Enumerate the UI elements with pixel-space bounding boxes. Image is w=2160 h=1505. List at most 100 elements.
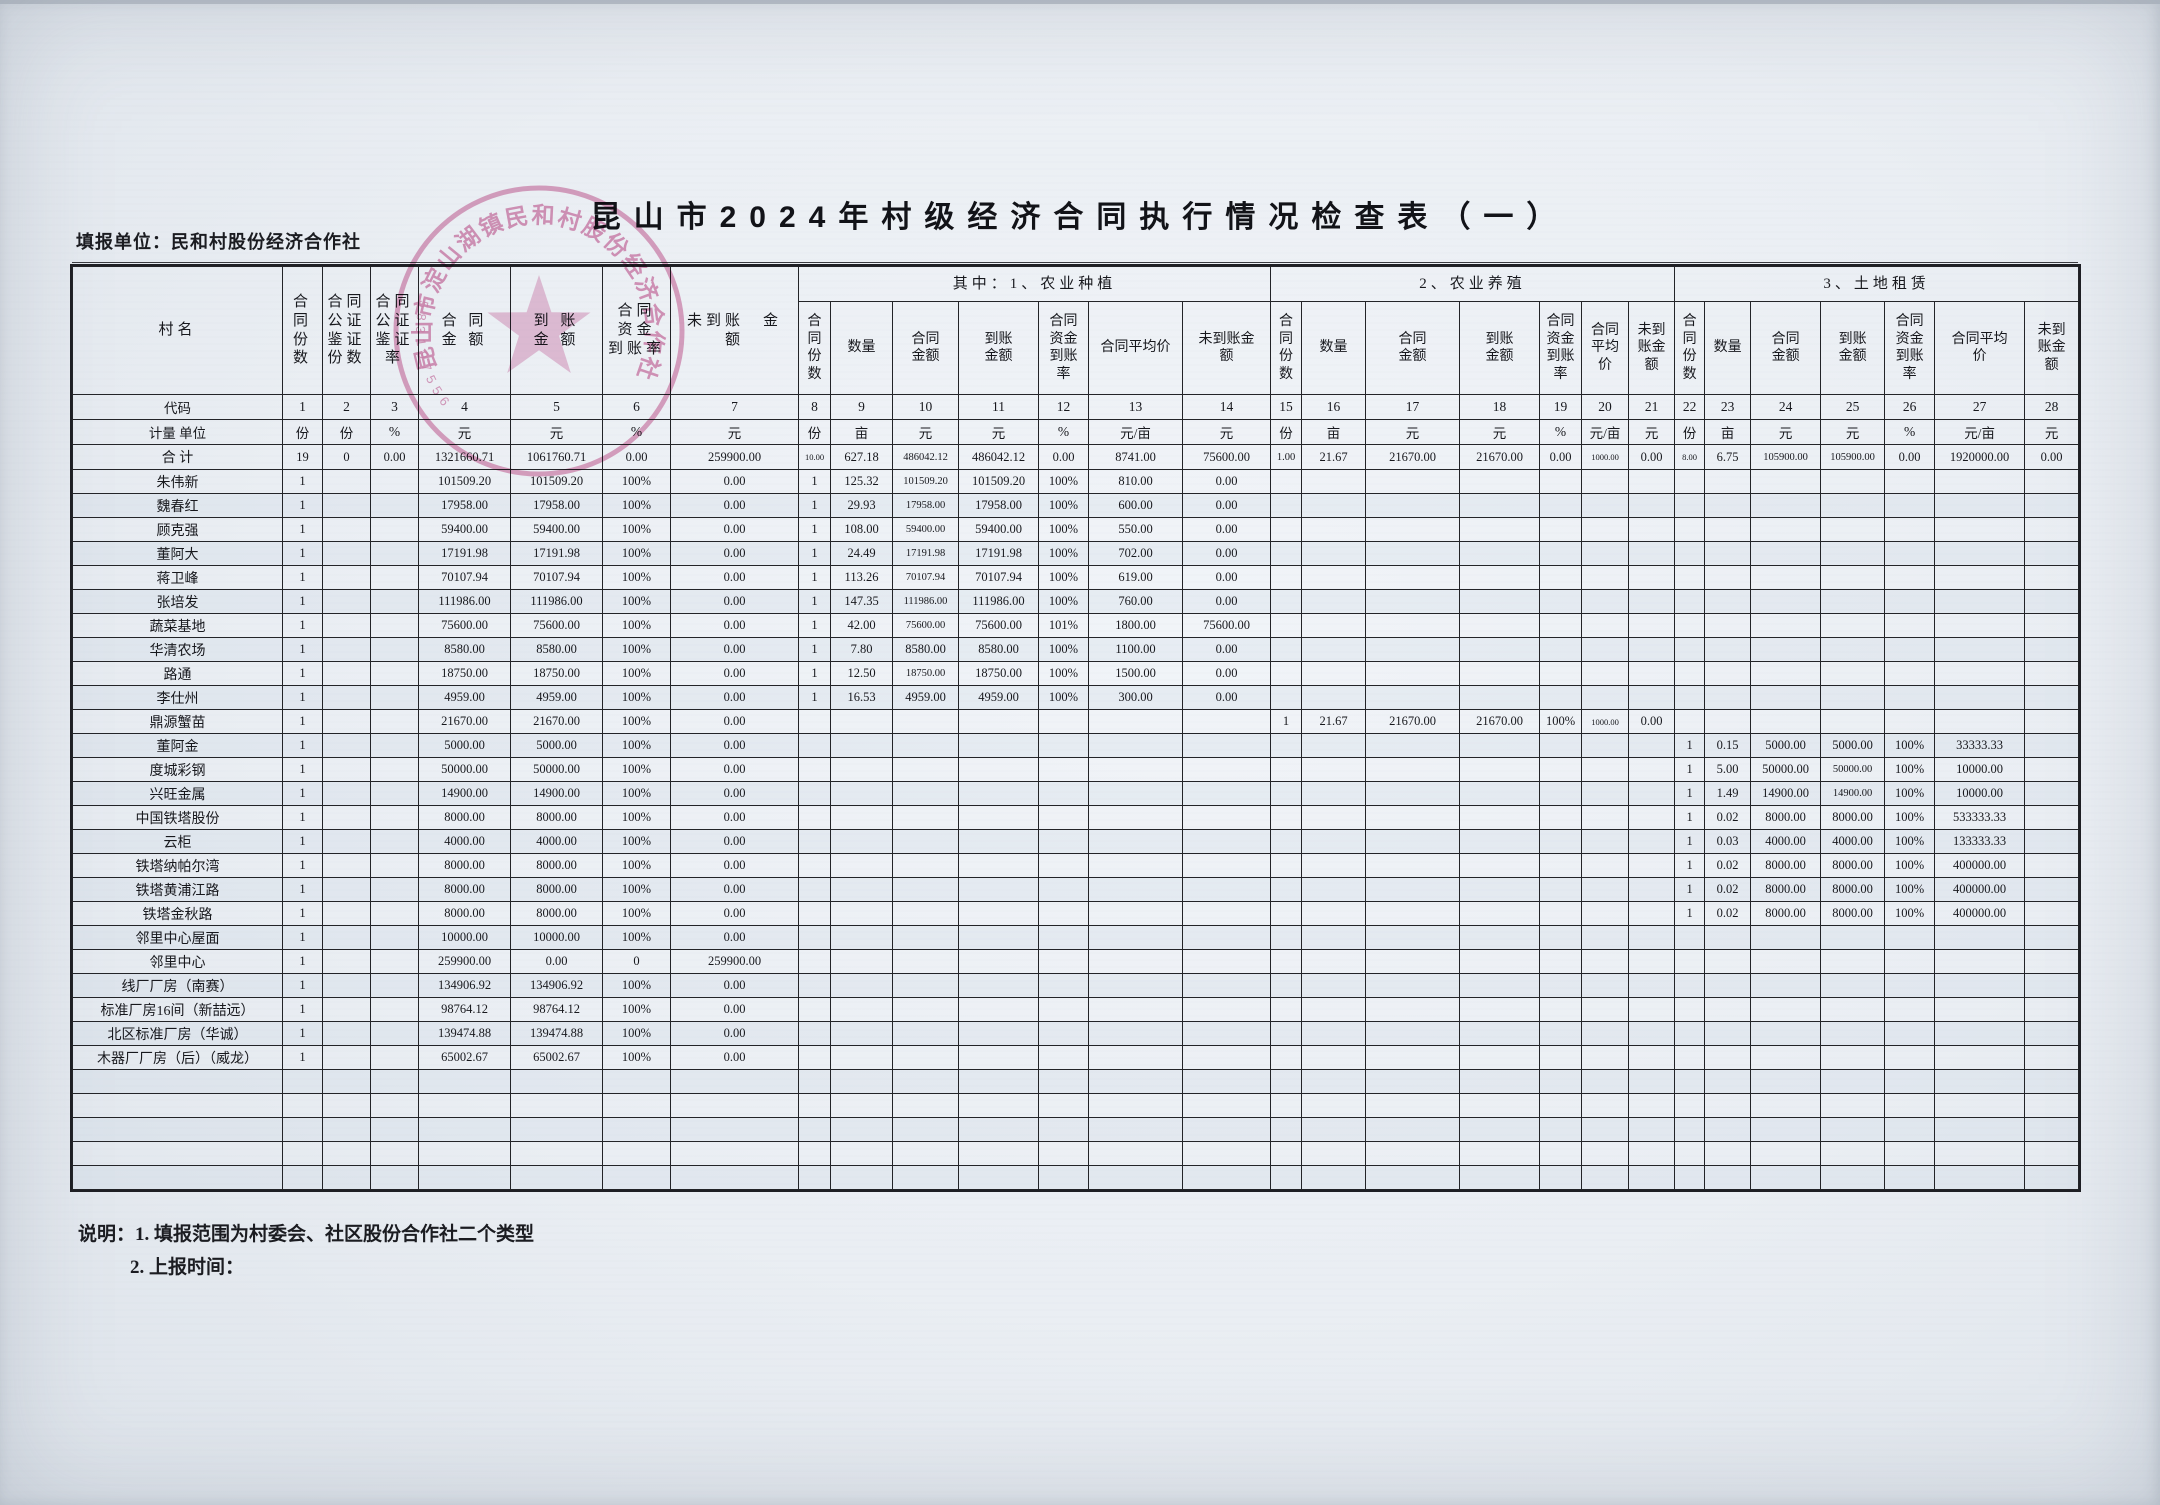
table-cell bbox=[1088, 781, 1183, 806]
row-name-cell: 木器厂厂房（后）（威龙） bbox=[72, 1045, 283, 1070]
table-cell bbox=[1750, 925, 1822, 950]
table-cell bbox=[1628, 949, 1676, 974]
table-cell: 0.00 bbox=[670, 973, 799, 998]
table-cell bbox=[1539, 469, 1583, 494]
table-cell bbox=[1539, 517, 1583, 542]
table-cell bbox=[1365, 781, 1461, 806]
table-cell bbox=[418, 1069, 511, 1094]
table-cell bbox=[1270, 925, 1303, 950]
table-cell bbox=[1581, 1021, 1630, 1046]
contracts-table: 村名 合同 份数 合同 公证 鉴证 份数 合同 公证 鉴证 率合 同 金 额到 账 金… bbox=[72, 266, 2080, 1190]
table-cell bbox=[1581, 781, 1630, 806]
table-cell bbox=[1301, 805, 1367, 830]
table-cell bbox=[322, 877, 371, 902]
table-cell: 101509.20 bbox=[892, 469, 959, 494]
table-cell bbox=[1934, 709, 2026, 734]
table-cell: 10000.00 bbox=[510, 925, 603, 950]
table-cell bbox=[1459, 997, 1541, 1022]
total-row-cell: 19 bbox=[282, 444, 323, 470]
table-cell bbox=[892, 733, 959, 758]
table-cell: 21670.00 bbox=[510, 709, 603, 734]
table-cell bbox=[1750, 1021, 1822, 1046]
table-cell bbox=[798, 1141, 831, 1166]
table-cell bbox=[1038, 829, 1089, 854]
unit-row-cell: % bbox=[370, 419, 419, 445]
table-cell bbox=[798, 877, 831, 902]
table-cell bbox=[1750, 613, 1822, 638]
table-cell: 42.00 bbox=[830, 613, 893, 638]
table-cell bbox=[1270, 637, 1303, 662]
table-cell: 100% bbox=[602, 493, 671, 518]
total-row-cell: 21670.00 bbox=[1365, 444, 1461, 470]
table-cell bbox=[830, 1093, 893, 1118]
table-cell bbox=[322, 1117, 371, 1142]
total-row-cell: 486042.12 bbox=[892, 444, 959, 470]
table-cell bbox=[282, 1165, 323, 1190]
table-cell bbox=[1628, 1165, 1676, 1190]
table-cell: 1 bbox=[798, 469, 831, 494]
table-cell: 0.00 bbox=[670, 1021, 799, 1046]
unit-row-cell: 元 bbox=[1459, 419, 1541, 445]
table-cell bbox=[322, 781, 371, 806]
table-cell: 59400.00 bbox=[958, 517, 1039, 542]
table-cell bbox=[798, 997, 831, 1022]
table-cell bbox=[1301, 565, 1367, 590]
table-cell bbox=[1704, 1165, 1752, 1190]
sub-column-header: 合同平均 价 bbox=[1934, 301, 2026, 395]
table-cell bbox=[1539, 805, 1583, 830]
table-cell bbox=[510, 1093, 603, 1118]
table-cell: 1 bbox=[282, 517, 323, 542]
table-cell bbox=[1884, 493, 1936, 518]
table-cell bbox=[1884, 637, 1936, 662]
table-row: 兴旺金属 1 14900.00 14900.00 100% 0.00 1 1.49 14900.… bbox=[72, 781, 2080, 806]
table-row: 北区标准厂房（华诚） 1 139474.88 139474.88 100% 0.00 bbox=[72, 1021, 2080, 1046]
table-cell: 5.00 bbox=[1704, 757, 1752, 782]
table-cell bbox=[1270, 805, 1303, 830]
table-cell: 100% bbox=[602, 877, 671, 902]
table-cell bbox=[1674, 685, 1706, 710]
table-cell bbox=[892, 973, 959, 998]
table-cell bbox=[1820, 949, 1886, 974]
table-cell bbox=[370, 853, 419, 878]
table-cell bbox=[1038, 709, 1089, 734]
table-cell bbox=[958, 877, 1039, 902]
table-cell: 4000.00 bbox=[1750, 829, 1822, 854]
table-cell bbox=[322, 661, 371, 686]
table-cell: 100% bbox=[602, 685, 671, 710]
table-cell bbox=[1088, 901, 1183, 926]
unit-row: 计量 单位份份% 元元% 元份亩元元% 元/亩元份亩元元% 元/亩元份亩元元% 元/亩元 bbox=[72, 419, 2080, 445]
row-name-cell: 董阿大 bbox=[72, 541, 283, 566]
table-cell bbox=[1459, 685, 1541, 710]
table-cell bbox=[370, 877, 419, 902]
table-cell bbox=[1884, 589, 1936, 614]
table-cell bbox=[1270, 469, 1303, 494]
table-cell bbox=[370, 733, 419, 758]
table-cell bbox=[370, 709, 419, 734]
unit-row-cell: 元 bbox=[1181, 419, 1272, 445]
table-cell: 100% bbox=[602, 541, 671, 566]
code-row-cell: 20 bbox=[1581, 394, 1630, 420]
base-column-header: 合同 公证 鉴证 份数 bbox=[322, 266, 371, 395]
table-cell bbox=[370, 1093, 419, 1118]
table-cell: 65002.67 bbox=[418, 1045, 511, 1070]
table-cell bbox=[1934, 565, 2026, 590]
table-cell bbox=[418, 1093, 511, 1118]
table-cell: 8580.00 bbox=[892, 637, 959, 662]
table-cell: 100% bbox=[1884, 877, 1936, 902]
table-cell bbox=[892, 997, 959, 1022]
table-cell bbox=[1704, 589, 1752, 614]
table-cell bbox=[1365, 973, 1461, 998]
total-row-cell: 0.00 bbox=[1628, 444, 1676, 470]
table-cell: 100% bbox=[1038, 589, 1089, 614]
table-cell bbox=[2024, 1093, 2080, 1118]
table-cell bbox=[1270, 901, 1303, 926]
table-cell bbox=[1820, 709, 1886, 734]
table-cell bbox=[1884, 997, 1936, 1022]
table-cell bbox=[1581, 661, 1630, 686]
table-cell bbox=[1581, 901, 1630, 926]
table-cell: 1.49 bbox=[1704, 781, 1752, 806]
table-cell: 1 bbox=[1674, 829, 1706, 854]
table-cell bbox=[1934, 949, 2026, 974]
table-cell bbox=[1181, 1045, 1272, 1070]
unit-row-cell: 元 bbox=[1628, 419, 1676, 445]
